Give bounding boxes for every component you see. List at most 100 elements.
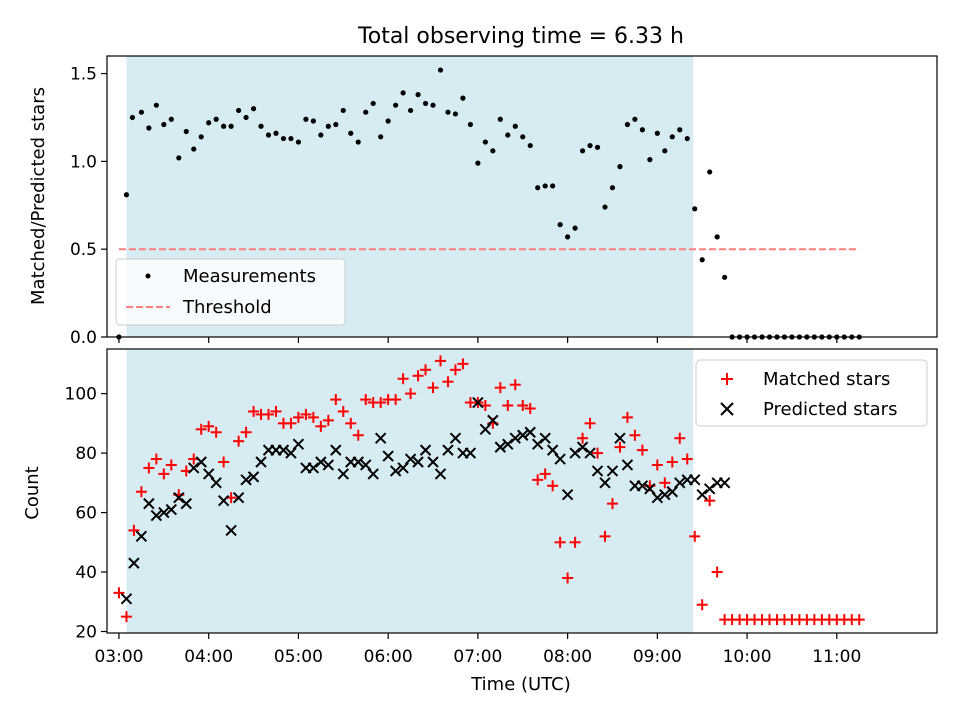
measurement-point	[542, 183, 548, 189]
measurement-point	[265, 132, 272, 138]
matched-point	[322, 414, 334, 426]
predicted-point	[659, 489, 671, 501]
matched-point	[674, 432, 686, 444]
legend-measurements-marker	[145, 273, 151, 279]
matched-point	[405, 388, 417, 400]
measurement-point	[692, 206, 698, 212]
count-y-tick-label: 80	[75, 444, 97, 464]
predicted-point	[554, 453, 566, 465]
ratio-y-ticks: 0.0 0.5 1.0 1.5	[70, 65, 107, 348]
matched-point	[569, 536, 581, 548]
predicted-point	[591, 465, 604, 477]
matched-point	[315, 420, 327, 432]
matched-point	[711, 566, 723, 578]
predicted-point	[360, 459, 372, 471]
measurement-point	[258, 123, 264, 129]
matched-point	[517, 400, 529, 412]
predicted-point	[539, 432, 551, 444]
predicted-point	[337, 468, 349, 480]
predicted-point	[419, 444, 432, 456]
x-tick-label: 06:00	[364, 647, 413, 667]
matched-point	[233, 435, 245, 447]
legend-threshold-label: Threshold	[182, 297, 272, 318]
measurement-point	[415, 92, 421, 98]
predicted-point	[412, 456, 424, 468]
matched-point	[539, 468, 551, 480]
measurement-point	[363, 109, 369, 115]
measurement-point	[475, 160, 481, 166]
measurement-point	[198, 134, 204, 140]
predicted-point	[472, 396, 484, 409]
matched-point	[584, 417, 596, 429]
matched-point	[651, 459, 663, 471]
measurement-point	[707, 169, 713, 175]
predicted-point	[636, 480, 649, 492]
matched-point	[210, 426, 222, 438]
measurement-point	[505, 132, 511, 138]
matched-point	[330, 394, 342, 406]
measurement-point	[482, 139, 488, 145]
x-tick-label: 04:00	[184, 647, 233, 667]
ratio-y-axis-label: Matched/Predicted stars	[28, 87, 49, 305]
measurement-point	[161, 121, 167, 128]
count-panel: 20 40 60 80 100 03:00 04:00 05:00 06:00 07:00 08:…	[22, 348, 938, 695]
measurement-point	[123, 192, 130, 198]
measurement-point	[393, 102, 399, 108]
measurement-point	[445, 109, 451, 115]
measurement-points-layer	[116, 67, 862, 340]
predicted-point	[569, 447, 581, 459]
measurement-point	[639, 127, 645, 133]
matched-point	[420, 364, 432, 376]
measurement-point	[594, 144, 601, 150]
matched-point	[524, 402, 536, 414]
measurement-point	[146, 125, 152, 131]
predicted-point	[307, 462, 320, 474]
measurement-point	[654, 130, 660, 136]
predicted-point	[524, 426, 536, 438]
matched-point	[285, 417, 297, 429]
measurement-point	[624, 121, 631, 128]
matched-point	[427, 382, 439, 394]
ratio-legend: Measurements Threshold	[115, 258, 346, 326]
matched-point	[390, 394, 402, 406]
count-legend-box	[695, 359, 928, 427]
count-y-axis-label: Count	[22, 466, 43, 519]
predicted-point	[599, 477, 611, 489]
legend-matched-marker	[721, 373, 733, 385]
matched-point	[636, 444, 648, 456]
predicted-point	[487, 414, 499, 427]
predicted-point	[666, 486, 679, 498]
measurement-point	[460, 95, 466, 101]
matched-point	[360, 394, 372, 406]
predicted-points-layer	[120, 396, 731, 605]
predicted-point	[696, 489, 708, 501]
predicted-point	[427, 456, 439, 468]
measurement-point	[722, 274, 728, 280]
predicted-point	[546, 444, 559, 456]
count-x-ticks: 03:00 04:00 05:00 06:00 07:00 08:00 09:00 10:00…	[94, 633, 861, 667]
matched-point	[345, 417, 357, 429]
predicted-point	[135, 530, 148, 543]
predicted-point	[352, 456, 364, 468]
measurement-point	[579, 148, 586, 154]
measurement-point	[550, 183, 556, 189]
matched-point	[614, 441, 626, 453]
matched-point	[165, 459, 177, 471]
predicted-point	[674, 477, 686, 489]
matched-point	[532, 474, 544, 486]
predicted-point	[689, 474, 701, 486]
measurement-point	[303, 116, 309, 122]
ratio-x-ticks	[118, 337, 838, 343]
matched-point	[113, 587, 125, 599]
matched-point	[203, 420, 215, 432]
count-y-ticks: 20 40 60 80 100	[65, 385, 107, 643]
matched-point	[270, 405, 282, 417]
measurement-point	[407, 107, 414, 114]
matched-point	[562, 572, 574, 584]
matched-point	[337, 405, 349, 417]
measurement-point	[535, 185, 541, 191]
measurement-point	[669, 134, 675, 140]
matched-point	[554, 536, 566, 548]
count-legend: Matched stars Predicted stars	[695, 359, 928, 427]
